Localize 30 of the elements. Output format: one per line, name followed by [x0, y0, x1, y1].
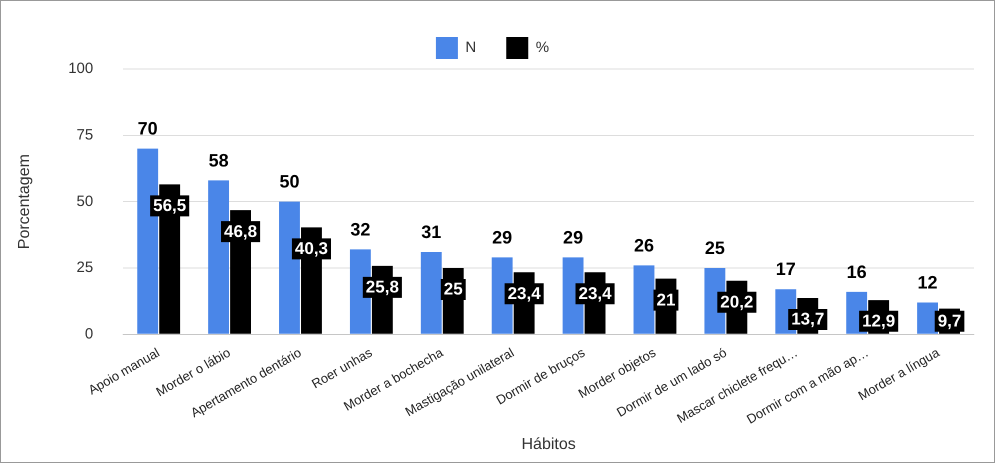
data-label: 46,8	[224, 222, 258, 241]
y-axis-title: Porcentagem	[16, 154, 34, 250]
data-label: 40,3	[294, 239, 328, 258]
data-label: 12	[918, 272, 938, 292]
y-tick-label: 50	[76, 192, 94, 210]
y-tick-label: 75	[76, 126, 94, 144]
data-label: 56,5	[153, 196, 186, 216]
data-label: 25,8	[366, 278, 399, 297]
y-tick-label: 100	[68, 60, 94, 78]
data-label: 29	[563, 227, 584, 248]
data-label: 25	[444, 280, 463, 299]
data-label: 23,4	[578, 284, 612, 303]
data-label: 17	[776, 259, 796, 280]
data-label: 20,2	[720, 292, 754, 312]
y-tick-label: 0	[84, 325, 94, 342]
data-label: 26	[634, 235, 654, 256]
data-label: 16	[846, 262, 867, 282]
data-label: 29	[492, 227, 512, 248]
data-label: 58	[208, 150, 229, 170]
data-label: 70	[138, 118, 158, 139]
data-label: 32	[350, 219, 370, 240]
data-label: 50	[279, 172, 300, 192]
legend-label: %	[536, 39, 550, 56]
y-tick-label: 25	[76, 259, 94, 276]
x-axis-title: Hábitos	[521, 436, 576, 453]
data-label: 23,4	[508, 284, 542, 303]
data-label: 31	[421, 222, 442, 242]
data-label: 21	[656, 290, 676, 310]
data-label: 25	[704, 238, 725, 258]
legend-label: N	[465, 39, 476, 56]
